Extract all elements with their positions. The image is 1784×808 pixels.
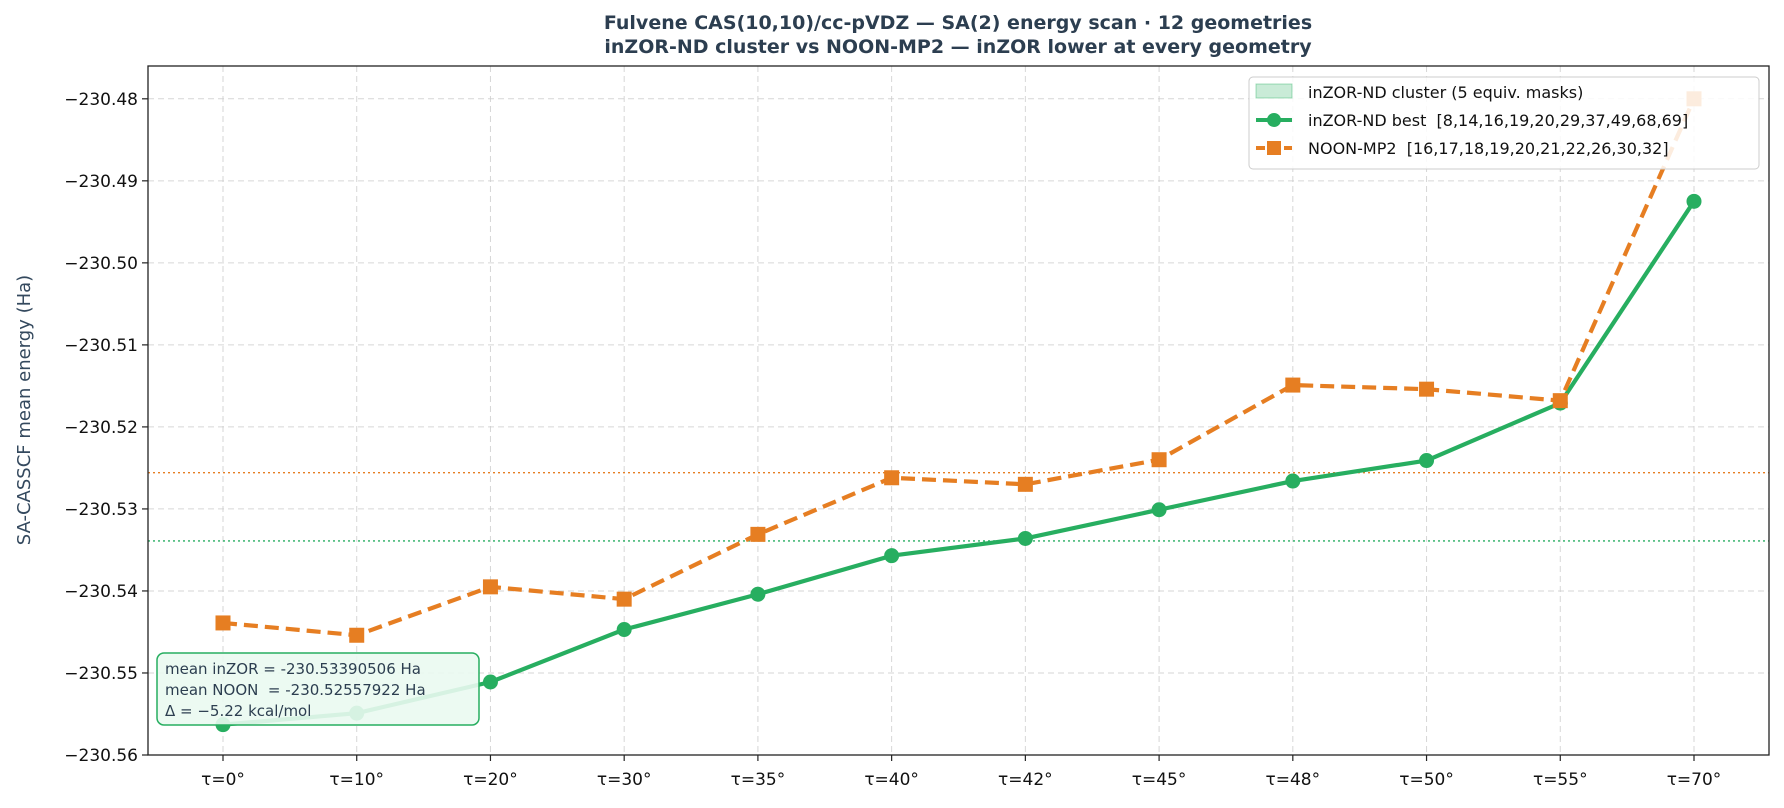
inzor-data-point: [1017, 530, 1033, 546]
noon-data-point: [349, 627, 365, 643]
inzor-data-point: [1285, 473, 1301, 489]
noon-series-line: [222, 97, 1696, 638]
inzor-data-point: [1686, 193, 1702, 209]
noon-data-point: [1285, 377, 1301, 393]
noon-data-point: [884, 470, 900, 486]
noon-data-point: [482, 579, 498, 595]
annotation-box: [156, 652, 480, 726]
legend-label-cluster: inZOR-ND cluster (5 equiv. masks): [1308, 83, 1583, 102]
legend-marker-noon: [1267, 141, 1281, 155]
x-tick-label: τ=50°: [1399, 770, 1454, 790]
reference-lines: [148, 472, 1769, 542]
plot-frame: [147, 65, 1770, 756]
y-tick-label: −230.54: [64, 582, 138, 602]
x-tick-label: τ=55°: [1533, 770, 1588, 790]
x-axis-ticks: τ=0° τ=10° τ=20° τ=30° τ=35° τ=40° τ=42° τ=45° τ…: [201, 755, 1721, 790]
inzor-data-point: [616, 622, 632, 638]
x-tick-label: τ=45°: [1132, 770, 1187, 790]
y-axis-ticks: −230.56 −230.55 −230.54 −230.53 −230.52 −230.…: [64, 90, 148, 766]
x-tick-label: τ=40°: [864, 770, 919, 790]
y-tick-label: −230.50: [64, 254, 138, 274]
legend-marker-inzor: [1267, 113, 1281, 127]
noon-data-point: [1552, 393, 1568, 409]
inzor-data-point: [482, 674, 498, 690]
inzor-data-point: [750, 586, 766, 602]
x-tick-label: τ=48°: [1266, 770, 1321, 790]
chart-title-line2: inZOR-ND cluster vs NOON-MP2 — inZOR low…: [604, 36, 1312, 58]
x-tick-label: τ=42°: [998, 770, 1053, 790]
legend-label-inzor: inZOR-ND best [8,14,16,19,20,29,37,49,68…: [1308, 111, 1688, 130]
x-tick-label: τ=35°: [731, 770, 786, 790]
x-tick-label: τ=30°: [597, 770, 652, 790]
legend-box: [1248, 76, 1760, 170]
legend-label-noon: NOON-MP2 [16,17,18,19,20,21,22,26,30,32]: [1308, 139, 1669, 158]
y-tick-label: −230.48: [64, 90, 138, 110]
y-tick-label: −230.56: [64, 746, 138, 766]
summary-annotation: mean inZOR = -230.53390506 Ha mean NOON …: [156, 652, 480, 726]
noon-data-point: [215, 615, 231, 631]
noon-data-point: [1017, 476, 1033, 492]
x-tick-label: τ=20°: [463, 770, 518, 790]
inzor-data-point: [1151, 502, 1167, 518]
annotation-delta: Δ = −5.22 kcal/mol: [165, 702, 311, 720]
noon-data-point: [750, 526, 766, 542]
noon-data-point: [616, 591, 632, 607]
y-tick-label: −230.52: [64, 418, 138, 438]
x-tick-label: τ=70°: [1667, 770, 1722, 790]
noon-data-point: [1151, 452, 1167, 468]
y-tick-label: −230.49: [64, 172, 138, 192]
annotation-mean-inzor: mean inZOR = -230.53390506 Ha: [165, 660, 421, 678]
annotation-mean-noon: mean NOON = -230.52557922 Ha: [165, 681, 426, 699]
inzor-data-point: [1419, 453, 1435, 469]
chart-title-line1: Fulvene CAS(10,10)/cc-pVDZ — SA(2) energ…: [604, 12, 1312, 34]
inzor-data-point: [884, 548, 900, 564]
x-tick-label: τ=10°: [329, 770, 384, 790]
legend: inZOR-ND cluster (5 equiv. masks) inZOR-…: [1248, 76, 1760, 170]
x-tick-label: τ=0°: [201, 770, 245, 790]
y-tick-label: −230.51: [64, 336, 138, 356]
y-tick-label: −230.55: [64, 664, 138, 684]
noon-data-point: [1419, 381, 1435, 397]
y-axis-label: SA-CASSCF mean energy (Ha): [14, 275, 35, 545]
y-tick-label: −230.53: [64, 500, 138, 520]
legend-swatch-cluster: [1255, 83, 1293, 99]
